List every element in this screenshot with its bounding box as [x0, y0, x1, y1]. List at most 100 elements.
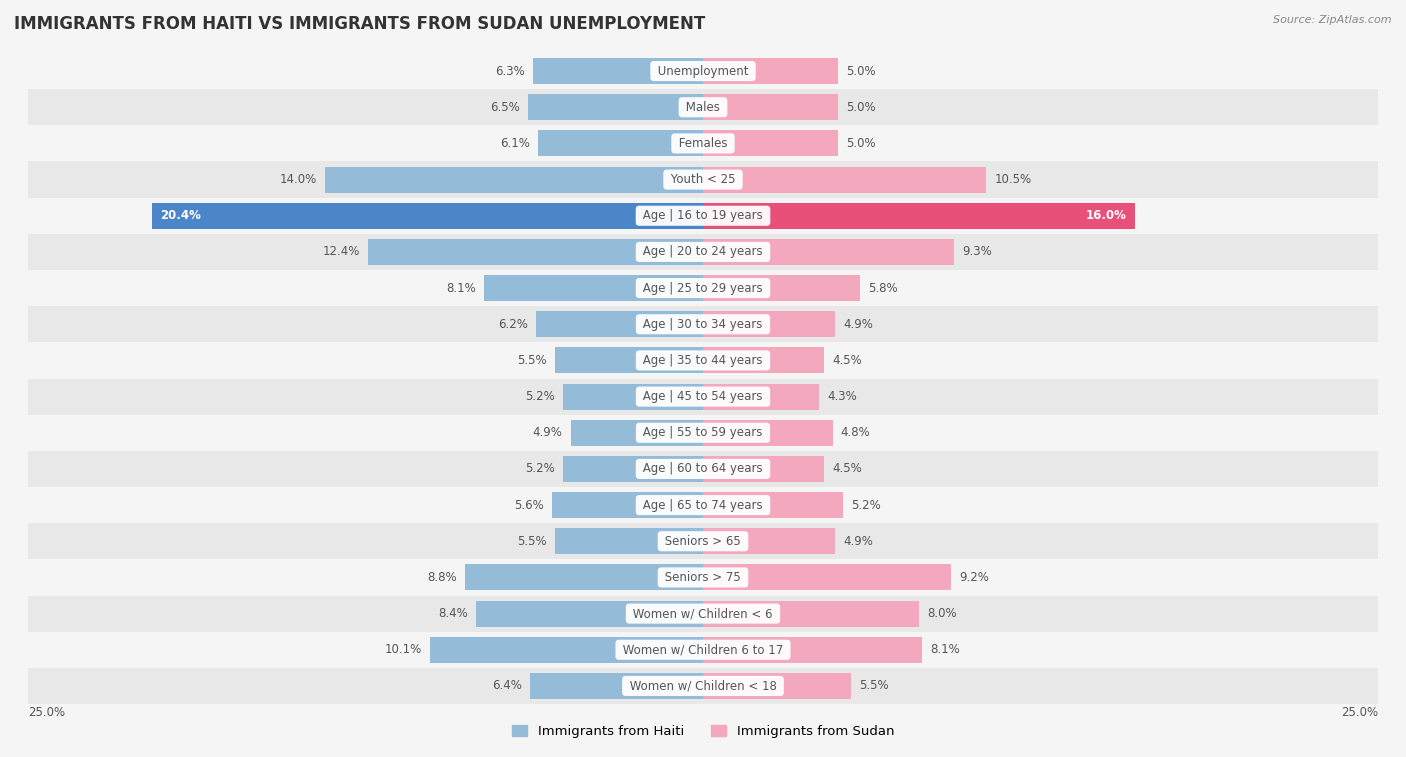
Bar	[703, 311, 835, 338]
Text: Seniors > 75: Seniors > 75	[661, 571, 745, 584]
Bar	[28, 234, 1378, 270]
Text: 6.3%: 6.3%	[495, 64, 524, 77]
Text: 4.9%: 4.9%	[844, 318, 873, 331]
Text: Source: ZipAtlas.com: Source: ZipAtlas.com	[1274, 15, 1392, 25]
Text: 4.9%: 4.9%	[844, 534, 873, 548]
Bar	[703, 130, 838, 157]
Bar	[527, 94, 703, 120]
Bar	[28, 270, 1378, 306]
Text: 4.5%: 4.5%	[832, 354, 862, 367]
Text: Women w/ Children < 18: Women w/ Children < 18	[626, 680, 780, 693]
Text: 8.0%: 8.0%	[927, 607, 956, 620]
Bar	[703, 94, 838, 120]
Bar	[703, 58, 838, 84]
Bar	[538, 130, 703, 157]
Text: Age | 60 to 64 years: Age | 60 to 64 years	[640, 463, 766, 475]
Bar	[530, 673, 703, 699]
Text: Seniors > 65: Seniors > 65	[661, 534, 745, 548]
Text: 6.4%: 6.4%	[492, 680, 522, 693]
Text: 4.3%: 4.3%	[827, 390, 856, 403]
Bar	[703, 203, 1135, 229]
Bar	[28, 306, 1378, 342]
Bar	[28, 53, 1378, 89]
Bar	[536, 311, 703, 338]
Bar	[28, 161, 1378, 198]
Bar	[533, 58, 703, 84]
Text: 5.5%: 5.5%	[859, 680, 889, 693]
Bar	[703, 528, 835, 554]
Bar	[554, 528, 703, 554]
Legend: Immigrants from Haiti, Immigrants from Sudan: Immigrants from Haiti, Immigrants from S…	[506, 719, 900, 743]
Text: 4.9%: 4.9%	[533, 426, 562, 439]
Text: 5.2%: 5.2%	[852, 499, 882, 512]
Text: 5.0%: 5.0%	[846, 101, 876, 114]
Text: Age | 20 to 24 years: Age | 20 to 24 years	[640, 245, 766, 258]
Bar	[28, 451, 1378, 487]
Bar	[571, 419, 703, 446]
Bar	[28, 378, 1378, 415]
Bar	[554, 347, 703, 373]
Text: 20.4%: 20.4%	[160, 209, 201, 223]
Text: Males: Males	[682, 101, 724, 114]
Text: Women w/ Children < 6: Women w/ Children < 6	[630, 607, 776, 620]
Bar	[703, 637, 922, 663]
Text: 5.8%: 5.8%	[868, 282, 897, 294]
Text: 12.4%: 12.4%	[323, 245, 360, 258]
Bar	[28, 631, 1378, 668]
Bar	[703, 492, 844, 518]
Text: Age | 25 to 29 years: Age | 25 to 29 years	[640, 282, 766, 294]
Bar	[703, 600, 920, 627]
Bar	[484, 275, 703, 301]
Text: 4.5%: 4.5%	[832, 463, 862, 475]
Text: 5.0%: 5.0%	[846, 64, 876, 77]
Bar	[368, 239, 703, 265]
Bar	[703, 565, 952, 590]
Bar	[28, 487, 1378, 523]
Text: 6.1%: 6.1%	[501, 137, 530, 150]
Text: 25.0%: 25.0%	[28, 706, 65, 719]
Bar	[703, 167, 987, 192]
Bar	[28, 126, 1378, 161]
Bar	[28, 89, 1378, 126]
Text: 5.0%: 5.0%	[846, 137, 876, 150]
Text: Unemployment: Unemployment	[654, 64, 752, 77]
Bar	[703, 347, 824, 373]
Text: 5.6%: 5.6%	[515, 499, 544, 512]
Text: 8.1%: 8.1%	[447, 282, 477, 294]
Bar	[430, 637, 703, 663]
Text: 5.2%: 5.2%	[524, 463, 554, 475]
Bar	[28, 523, 1378, 559]
Text: 8.1%: 8.1%	[929, 643, 959, 656]
Text: Youth < 25: Youth < 25	[666, 173, 740, 186]
Bar	[703, 456, 824, 482]
Bar	[28, 668, 1378, 704]
Text: 6.2%: 6.2%	[498, 318, 527, 331]
Text: Age | 16 to 19 years: Age | 16 to 19 years	[640, 209, 766, 223]
Text: Age | 45 to 54 years: Age | 45 to 54 years	[640, 390, 766, 403]
Text: 4.8%: 4.8%	[841, 426, 870, 439]
Bar	[28, 342, 1378, 378]
Text: 5.2%: 5.2%	[524, 390, 554, 403]
Text: Age | 65 to 74 years: Age | 65 to 74 years	[640, 499, 766, 512]
Text: 6.5%: 6.5%	[489, 101, 519, 114]
Text: 10.1%: 10.1%	[385, 643, 422, 656]
Text: Age | 30 to 34 years: Age | 30 to 34 years	[640, 318, 766, 331]
Text: 8.8%: 8.8%	[427, 571, 457, 584]
Bar	[703, 673, 852, 699]
Bar	[325, 167, 703, 192]
Text: 9.2%: 9.2%	[959, 571, 990, 584]
Text: IMMIGRANTS FROM HAITI VS IMMIGRANTS FROM SUDAN UNEMPLOYMENT: IMMIGRANTS FROM HAITI VS IMMIGRANTS FROM…	[14, 15, 706, 33]
Bar	[562, 456, 703, 482]
Text: 8.4%: 8.4%	[439, 607, 468, 620]
Text: 5.5%: 5.5%	[517, 534, 547, 548]
Bar	[28, 596, 1378, 631]
Bar	[28, 198, 1378, 234]
Bar	[703, 384, 820, 410]
Bar	[28, 415, 1378, 451]
Text: 5.5%: 5.5%	[517, 354, 547, 367]
Text: Women w/ Children 6 to 17: Women w/ Children 6 to 17	[619, 643, 787, 656]
Bar	[703, 239, 955, 265]
Text: Age | 55 to 59 years: Age | 55 to 59 years	[640, 426, 766, 439]
Bar	[562, 384, 703, 410]
Text: Females: Females	[675, 137, 731, 150]
